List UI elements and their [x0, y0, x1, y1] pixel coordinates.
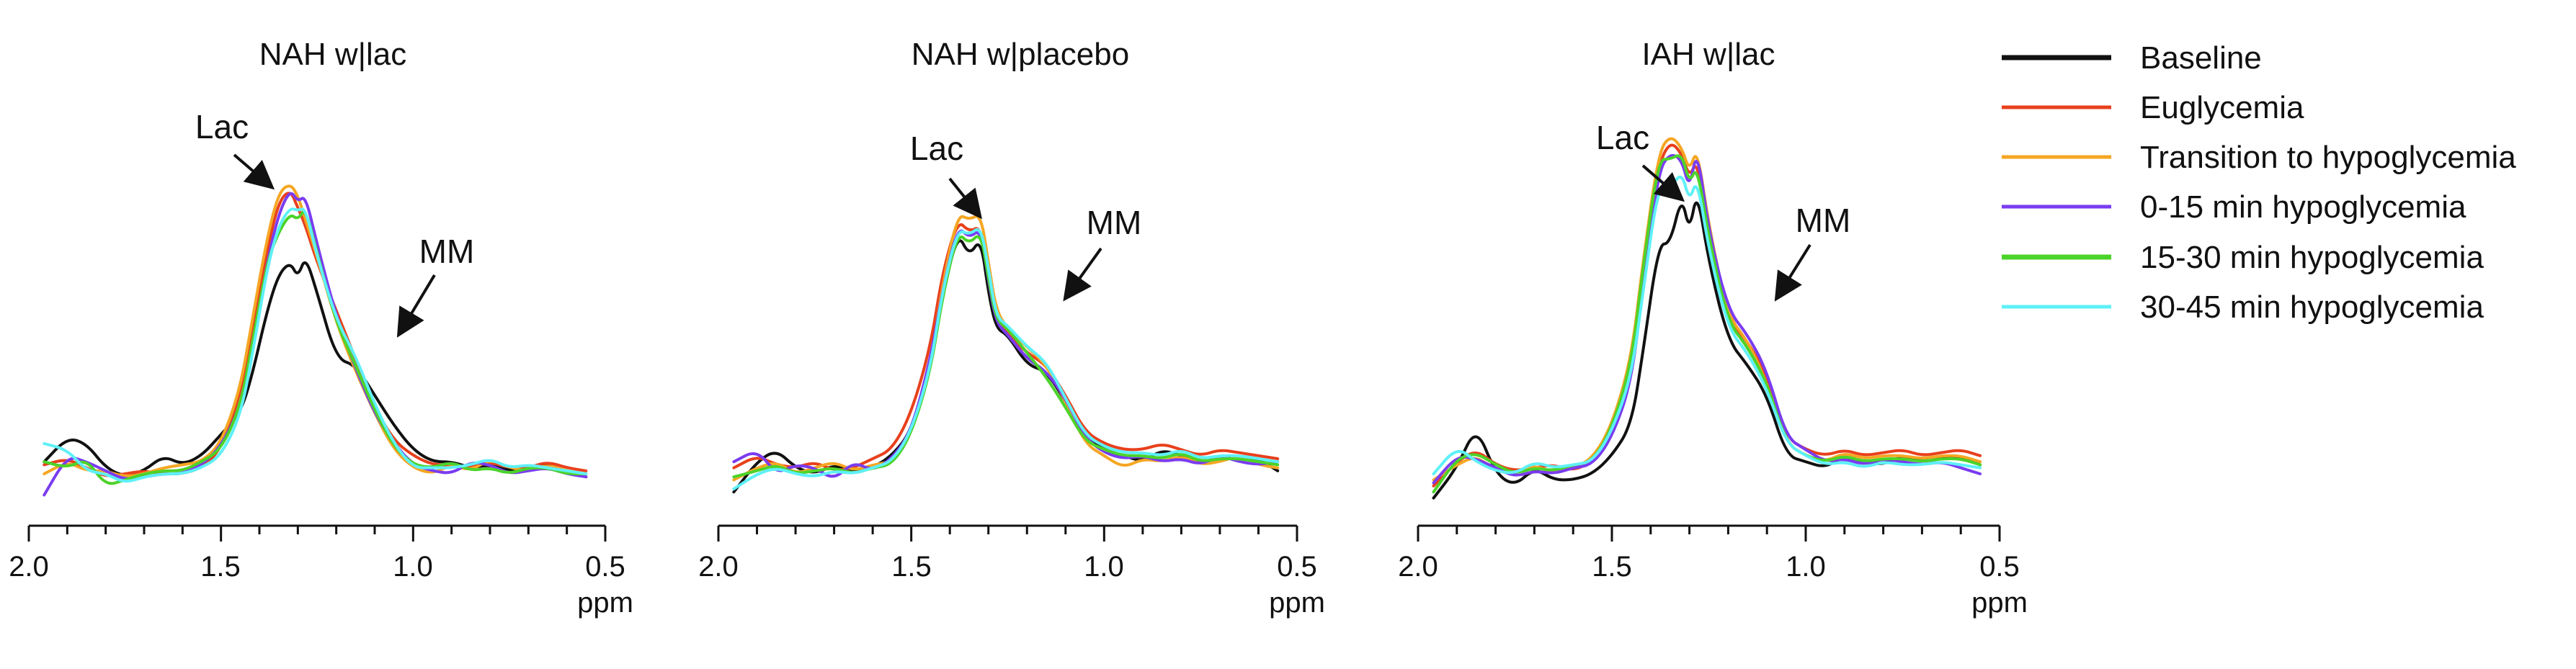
series-line-30-45-min-hypoglycemia	[1432, 175, 1982, 475]
panel-title: NAH w|placebo	[912, 37, 1129, 72]
arrow-mm	[1774, 243, 1811, 302]
series-line-15-30-min-hypoglycemia	[43, 211, 588, 485]
panel-iah-lac: IAH w|lac 2.0 1.5 1.0 0.5 ppm Lac MM	[1398, 37, 2028, 619]
tick-label-1.5: 1.5	[891, 551, 932, 583]
legend-label: Baseline	[2140, 40, 2262, 76]
x-axis-unit: ppm	[577, 587, 633, 619]
x-axis-unit: ppm	[1269, 587, 1325, 619]
series-line-baseline	[43, 261, 588, 479]
series-group	[1432, 137, 1982, 500]
legend: Baseline Euglycemia Transition to hypogl…	[2002, 40, 2516, 325]
legend-label: 15-30 min hypoglycemia	[2140, 240, 2484, 275]
legend-label: Euglycemia	[2140, 90, 2304, 125]
panel-title: IAH w|lac	[1641, 37, 1775, 72]
legend-label: 0-15 min hypoglycemia	[2140, 189, 2466, 225]
arrow-mm	[1063, 247, 1102, 302]
tick-group	[717, 526, 1298, 542]
tick-group	[1417, 526, 2001, 542]
panel-nah-lac: NAH w|lac 2.0 1.5 1.0 0.5 ppm Lac MM	[9, 37, 633, 619]
tick-label-1.0: 1.0	[393, 551, 433, 583]
panel-title: NAH w|lac	[259, 37, 407, 72]
legend-label: Transition to hypoglycemia	[2140, 140, 2516, 175]
series-line-0-15-min-hypoglycemia	[1432, 153, 1982, 485]
tick-group	[27, 526, 607, 542]
tick-label-0.5: 0.5	[1277, 551, 1317, 583]
annotation-lac: Lac	[1596, 119, 1649, 156]
tick-label-0.5: 0.5	[585, 551, 625, 583]
arrow-lac	[948, 177, 982, 220]
tick-label-1.0: 1.0	[1786, 551, 1826, 583]
series-line-15-30-min-hypoglycemia	[1432, 154, 1982, 494]
series-line-euglycemia	[1432, 143, 1982, 488]
series-line-30-45-min-hypoglycemia	[732, 228, 1280, 490]
tick-label-1.5: 1.5	[200, 551, 241, 583]
tick-label-1.0: 1.0	[1084, 551, 1124, 583]
arrow-mm	[396, 274, 436, 338]
tick-label-2.0: 2.0	[1398, 551, 1438, 583]
series-line-transition-to-hypoglycemia	[732, 215, 1280, 482]
series-line-30-45-min-hypoglycemia	[43, 207, 588, 483]
series-group	[732, 215, 1280, 494]
annotation-mm: MM	[1087, 204, 1142, 241]
panel-nah-placebo: NAH w|placebo 2.0 1.5 1.0 0.5 ppm Lac MM	[698, 37, 1325, 619]
tick-label-2.0: 2.0	[698, 551, 739, 583]
annotation-mm: MM	[1796, 202, 1851, 239]
tick-label-1.5: 1.5	[1592, 551, 1632, 583]
series-group	[43, 184, 588, 497]
series-line-0-15-min-hypoglycemia	[732, 229, 1280, 478]
series-line-transition-to-hypoglycemia	[1432, 137, 1982, 482]
annotation-lac: Lac	[195, 108, 249, 145]
x-axis-unit: ppm	[1971, 587, 2028, 619]
annotation-mm: MM	[419, 233, 475, 270]
arrow-lac	[233, 153, 275, 190]
legend-label: 30-45 min hypoglycemia	[2140, 289, 2484, 325]
tick-label-2.0: 2.0	[9, 551, 49, 583]
series-line-15-30-min-hypoglycemia	[732, 235, 1280, 479]
annotation-lac: Lac	[910, 130, 963, 167]
arrow-lac	[1641, 164, 1685, 202]
series-line-euglycemia	[732, 223, 1280, 472]
series-line-baseline	[1432, 201, 1982, 500]
series-line-0-15-min-hypoglycemia	[43, 192, 588, 497]
tick-label-0.5: 0.5	[1979, 551, 2020, 583]
